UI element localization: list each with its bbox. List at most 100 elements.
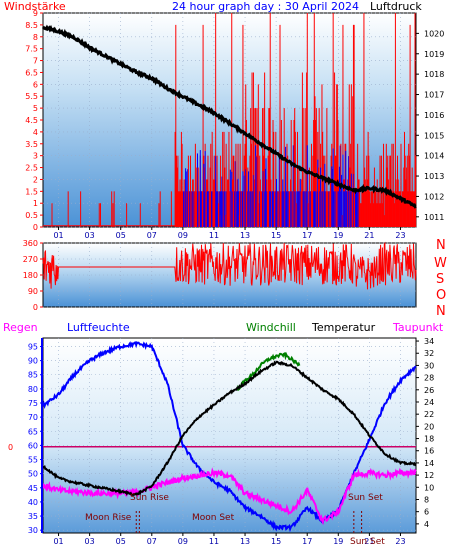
hour-tick-label-bottom: 11 [209,537,219,546]
humidity-tick-label: 85 [28,371,38,380]
hour-tick-label-bottom: 07 [147,537,157,546]
wind-tick-label: 4.5 [25,116,38,125]
wind-tick-label: 7.5 [25,45,38,54]
temp-humidity-plot-area [42,337,417,534]
pressure-tick-label: 1015 [424,131,444,140]
wind-tick-label: 1 [33,199,38,208]
pressure-tick-label: 1011 [424,213,444,222]
axis-layer: 00.511.522.533.544.555.566.577.588.59101… [8,9,444,546]
legend-regen: Regen [3,321,38,334]
humidity-tick-label: 45 [28,484,38,493]
hour-tick-label: 03 [85,231,95,240]
compass-label-o: O [436,288,446,303]
hour-tick-label: 17 [302,231,312,240]
temp-tick-label: 18 [424,435,434,444]
temp-tick-label: 4 [424,520,429,529]
wind-tick-label: 9 [33,9,38,18]
hour-tick-label-bottom: 17 [302,537,312,546]
dewpoint-line [42,467,417,526]
windchill-line [236,351,301,391]
humidity-tick-label: 40 [28,498,38,507]
moon-set-label-extra: Sun Set [350,537,385,547]
hour-tick-label: 15 [271,231,281,240]
wind-tick-label: 1.5 [25,187,38,196]
temperature-line [42,360,417,497]
hour-tick-label: 05 [116,231,126,240]
temp-tick-label: 10 [424,483,434,492]
dir-tick-label: 270 [23,255,38,264]
hour-tick-label-bottom: 09 [178,537,188,546]
legend-temperatur: Temperatur [311,321,376,334]
wind-tick-label: 3 [33,152,38,161]
wind-axis-title: Windstärke [4,0,66,13]
temp-tick-label: 16 [424,447,434,456]
wind-tick-label: 3.5 [25,140,38,149]
pressure-tick-label: 1018 [424,70,444,79]
wind-tick-label: 0.5 [25,211,38,220]
compass-label-n-top: N [436,238,446,253]
pressure-tick-label: 1012 [424,192,444,201]
humidity-tick-label: 50 [28,470,38,479]
pressure-tick-label: 1016 [424,111,444,120]
temp-tick-label: 32 [424,349,434,358]
sun-set-label: Sun Set [348,493,383,503]
hour-tick-label: 19 [333,231,343,240]
humidity-tick-label: 35 [28,512,38,521]
humidity-tick-label: 65 [28,427,38,436]
hour-tick-label-bottom: 13 [240,537,250,546]
humidity-tick-label: 80 [28,385,38,394]
hour-tick-label: 23 [395,231,405,240]
humidity-tick-label: 95 [28,342,38,351]
humidity-tick-label: 30 [28,526,38,535]
hour-tick-label-bottom: 15 [271,537,281,546]
legend-taupunkt: Taupunkt [392,321,444,334]
page-title: 24 hour graph day : 30 April 2024 [172,0,359,13]
legend-luftfeuchte: Luftfeuchte [67,321,130,334]
dir-tick-label: 90 [28,287,38,296]
temp-tick-label: 22 [424,410,434,419]
moon-rise-label: Moon Rise [85,513,132,523]
legend-windchill: Windchill [246,321,296,334]
wind-tick-label: 6 [33,80,38,89]
temp-tick-label: 30 [424,361,434,370]
hour-tick-label: 11 [209,231,219,240]
compass-label-s: S [436,272,444,287]
temp-tick-label: 12 [424,471,434,480]
hour-tick-label-bottom: 23 [395,537,405,546]
hour-tick-label: 21 [364,231,374,240]
compass-label-n-bottom: N [436,304,446,319]
wind-tick-label: 5 [33,104,38,113]
pressure-tick-label: 1020 [424,29,444,38]
dir-tick-label: 0 [33,303,38,312]
temp-tick-label: 24 [424,398,434,407]
pressure-tick-label: 1014 [424,152,444,161]
pressure-tick-label: 1017 [424,91,444,100]
compass-label-w: W [434,256,447,271]
wind-tick-label: 4 [33,128,38,137]
wind-tick-label: 2 [33,175,38,184]
hour-tick-label: 07 [147,231,157,240]
wind-tick-label: 5.5 [25,92,38,101]
humidity-tick-label: 90 [28,357,38,366]
pressure-axis-title: Luftdruck [370,0,422,13]
humidity-tick-label: 75 [28,399,38,408]
sun-rise-label: Sun Rise [130,493,169,503]
pressure-line [41,24,417,209]
hour-tick-label-bottom: 19 [333,537,343,546]
dir-tick-label: 180 [23,271,38,280]
hour-tick-label: 09 [178,231,188,240]
hour-tick-label-bottom: 05 [116,537,126,546]
wind-tick-label: 7 [33,57,38,66]
hour-tick-label-bottom: 01 [53,537,63,546]
hour-tick-label: 13 [240,231,250,240]
rain-tick-label: 0 [8,443,13,452]
data-layer [41,13,417,533]
humidity-tick-label: 70 [28,413,38,422]
temp-tick-label: 6 [424,508,429,517]
hour-tick-label-bottom: 21 [364,537,374,546]
temp-tick-label: 14 [424,459,434,468]
moon-set-label: Moon Set [192,513,235,523]
humidity-tick-label: 55 [28,456,38,465]
